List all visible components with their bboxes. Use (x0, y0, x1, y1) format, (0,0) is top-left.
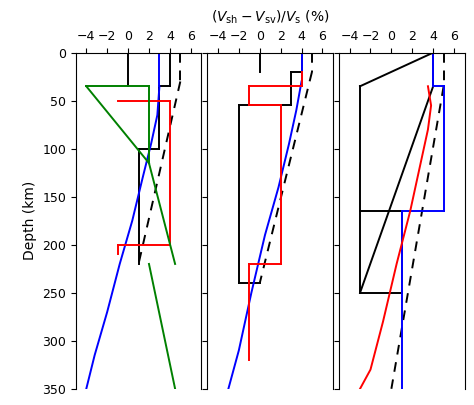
Text: $(V_{\rm sh}-V_{\rm sv})/V_{\rm s}$ (%): $(V_{\rm sh}-V_{\rm sv})/V_{\rm s}$ (%) (211, 9, 329, 26)
Y-axis label: Depth (km): Depth (km) (23, 181, 36, 260)
